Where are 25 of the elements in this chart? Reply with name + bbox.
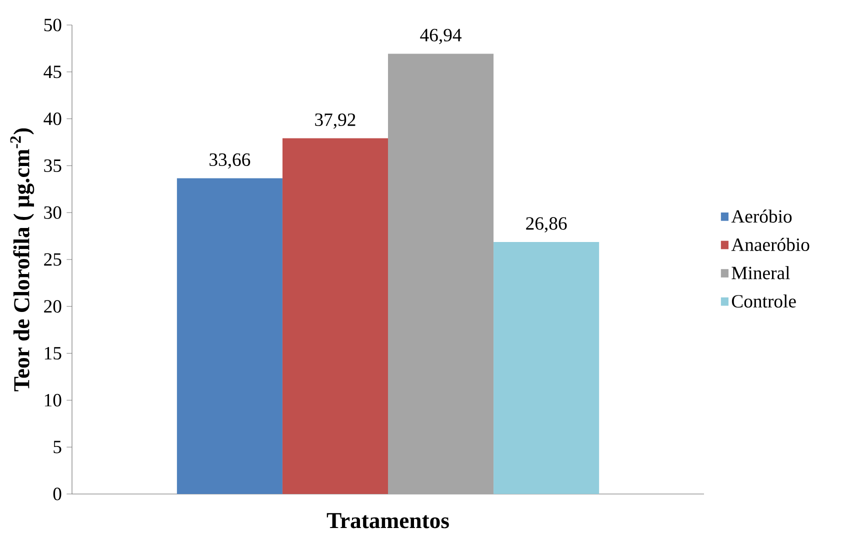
data-label: 33,66 (210, 153, 250, 169)
y-tick-label: 35 (44, 159, 62, 172)
y-tick-label: 20 (44, 300, 62, 313)
legend-label: Aeróbio (731, 210, 792, 223)
bar (282, 138, 388, 494)
y-axis-title: Teor de Clorofila ( µg.cm$^{-2}$) (10, 128, 34, 392)
y-tick-label: 45 (44, 66, 62, 78)
y-tick-label: 0 (53, 488, 62, 500)
data-label: 26,86 (526, 217, 567, 232)
bar (176, 178, 282, 494)
bar (494, 242, 600, 494)
legend-label: Mineral (732, 266, 790, 280)
y-tick-label: 5 (54, 440, 62, 454)
bar (388, 54, 494, 494)
data-label: 46,94 (420, 28, 462, 44)
y-tick-label: 30 (44, 206, 62, 219)
legend-label: Anaeróbio (731, 238, 810, 252)
legend-label: Controle (732, 294, 796, 308)
x-axis-title: Tratamentos (326, 513, 449, 528)
data-label: 37,92 (315, 113, 356, 129)
y-tick-label: 10 (44, 394, 62, 406)
y-tick-label: 25 (44, 253, 62, 266)
y-tick-label: 40 (44, 112, 62, 126)
y-tick-label: 15 (44, 347, 62, 360)
y-tick-label: 50 (44, 18, 62, 32)
